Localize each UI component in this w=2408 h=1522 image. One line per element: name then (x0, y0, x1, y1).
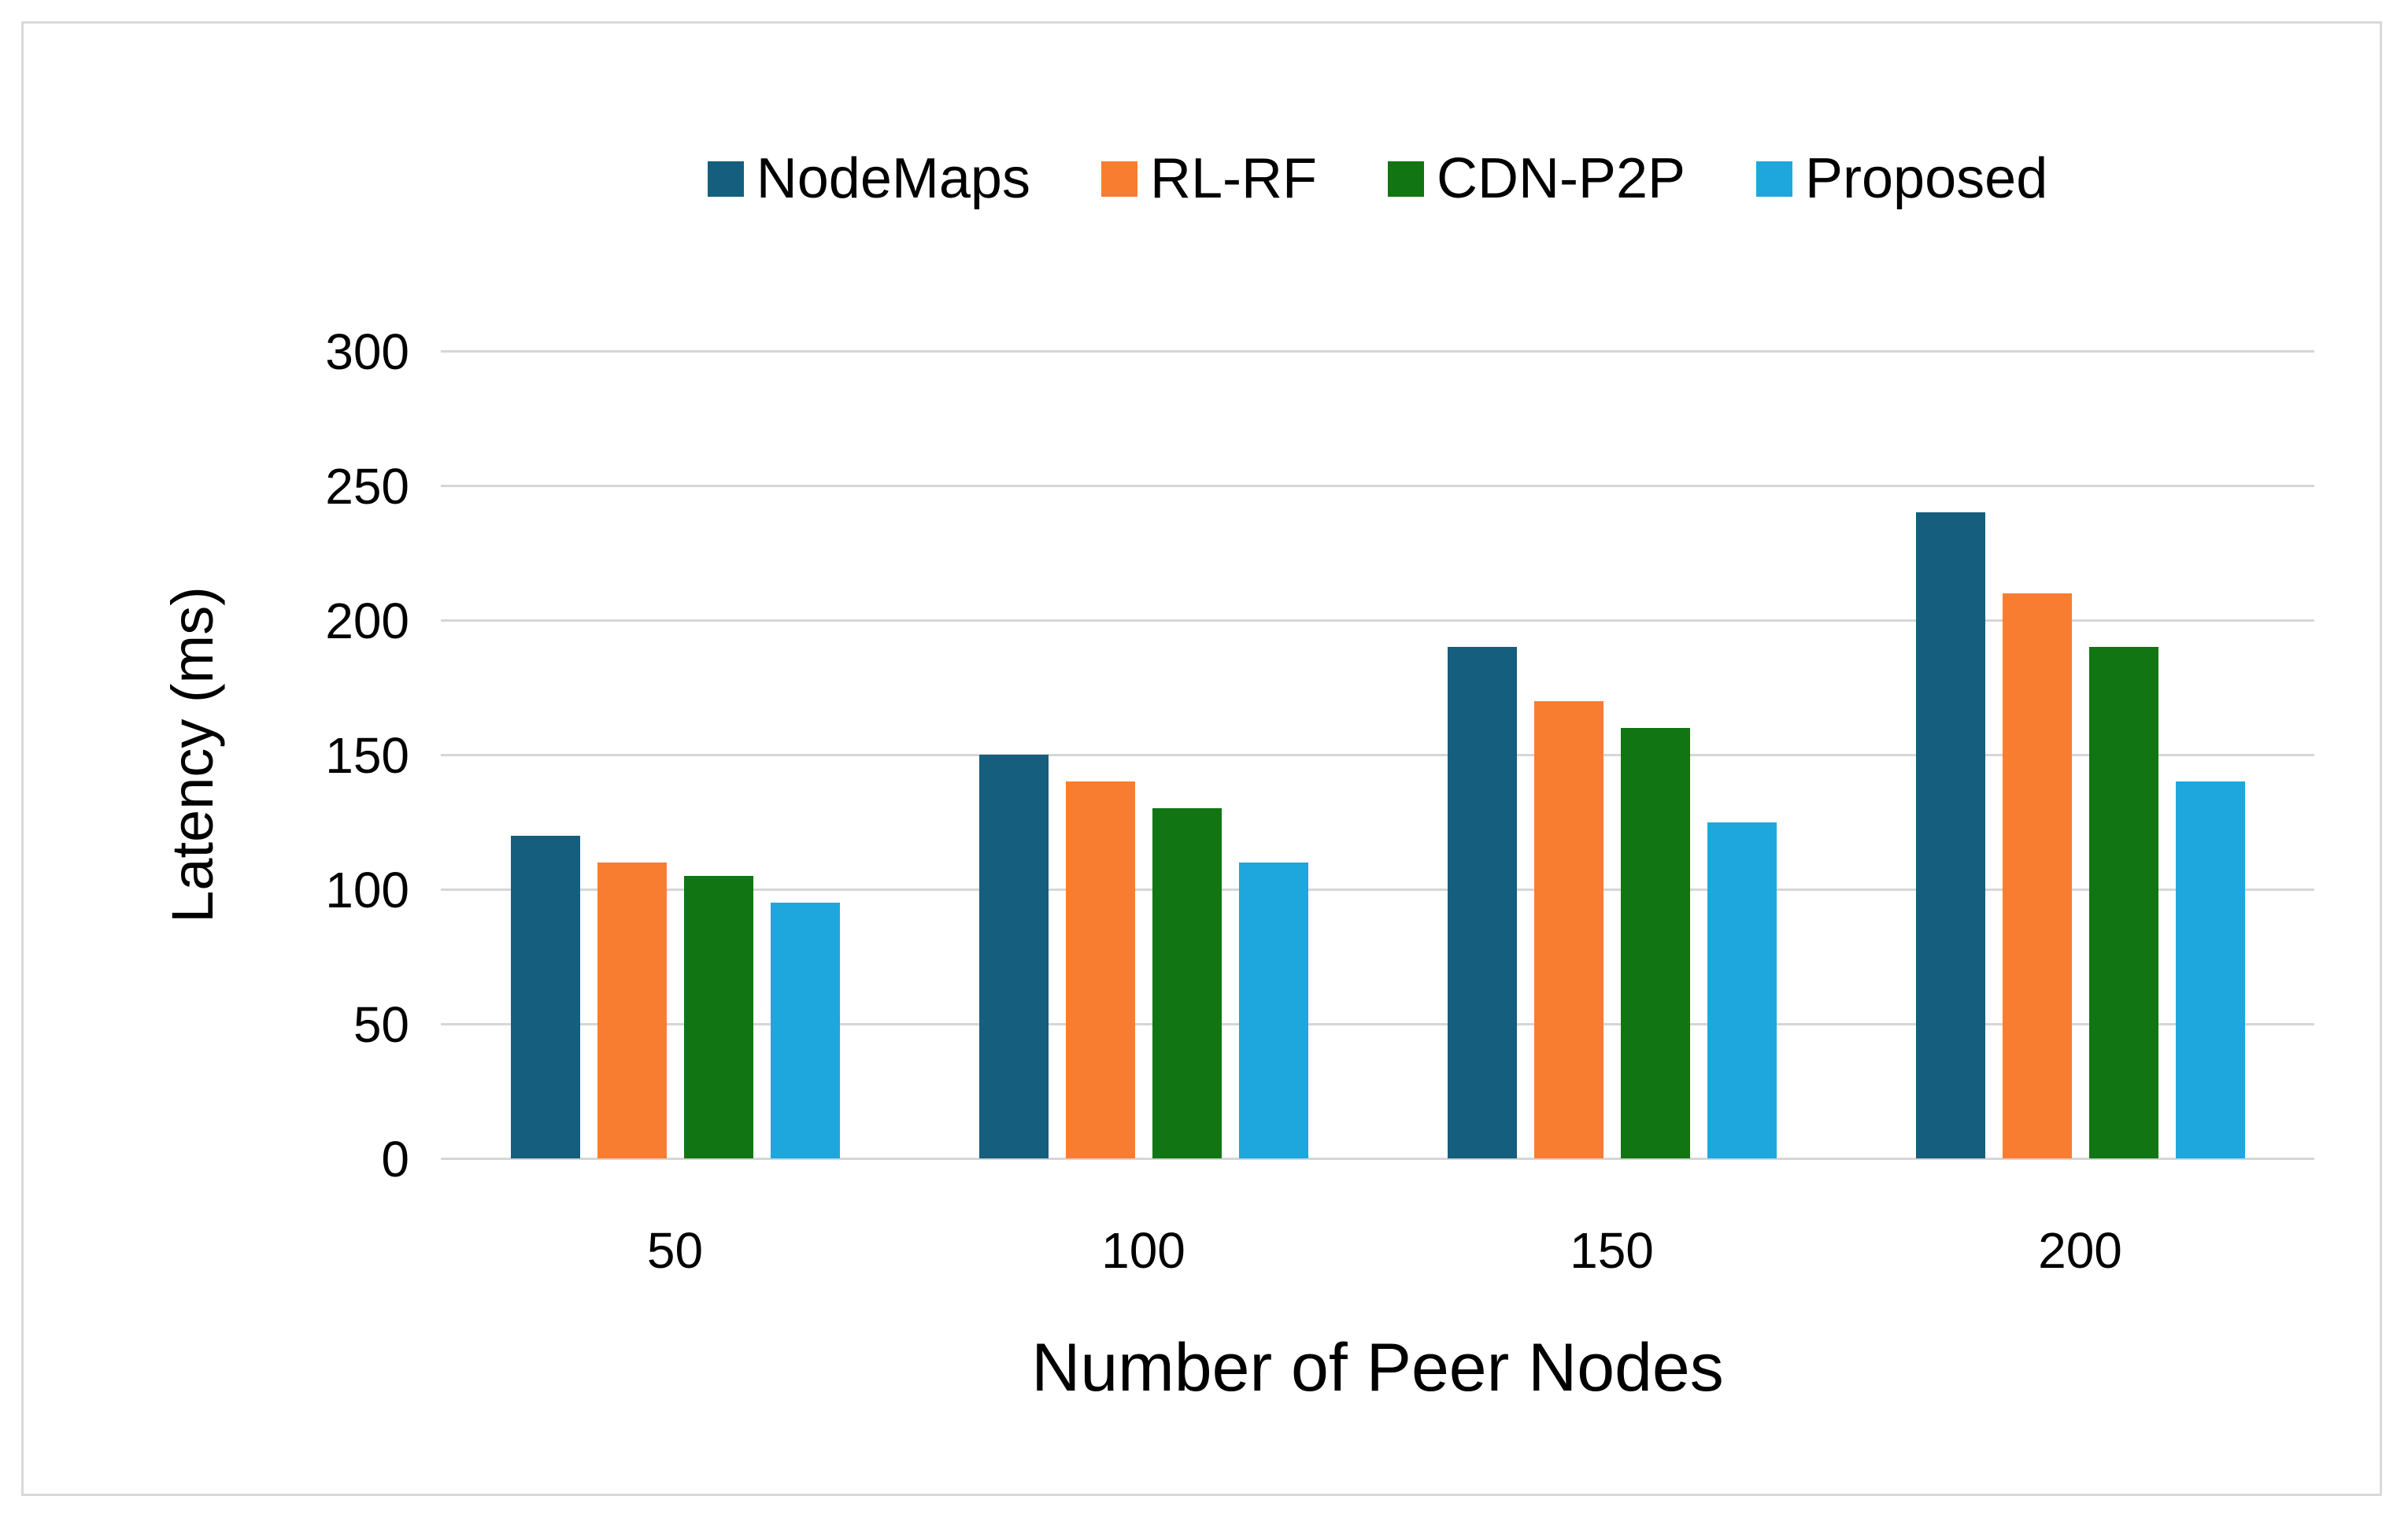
bar-nodemaps-50 (510, 835, 580, 1158)
bar-proposed-100 (1238, 862, 1308, 1158)
gridline-250 (441, 485, 2314, 487)
bar-cdn-p2p-100 (1152, 808, 1222, 1158)
bar-proposed-200 (2175, 781, 2245, 1158)
legend: NodeMaps RL-RF CDN-P2P Proposed (441, 143, 2314, 214)
legend-item-rl-rf: RL-RF (1100, 147, 1317, 210)
bar-cdn-p2p-50 (683, 875, 753, 1158)
y-axis-tick-label-0: 0 (381, 1131, 409, 1188)
y-axis-tick-label-100: 100 (325, 862, 409, 918)
x-axis-tick-label-200: 200 (2038, 1222, 2122, 1279)
gridline-0 (441, 1158, 2314, 1160)
legend-label-proposed: Proposed (1805, 147, 2048, 210)
legend-swatch-proposed (1756, 161, 1793, 197)
y-axis-title: Latency (ms) (160, 586, 225, 923)
y-axis-tick-label-250: 250 (325, 458, 409, 515)
y-axis-tick-label-150: 150 (325, 727, 409, 784)
x-axis-tick-label-150: 150 (1570, 1222, 1654, 1279)
gridline-200 (441, 619, 2314, 622)
legend-label-rl-rf: RL-RF (1149, 147, 1317, 210)
y-axis-tick-label-300: 300 (325, 323, 409, 380)
legend-item-nodemaps: NodeMaps (707, 147, 1030, 210)
bar-rl-rf-200 (2002, 593, 2072, 1158)
gridline-150 (441, 754, 2314, 756)
legend-label-cdn-p2p: CDN-P2P (1436, 147, 1686, 210)
y-axis-tick-label-50: 50 (353, 996, 409, 1053)
gridline-100 (441, 888, 2314, 891)
legend-swatch-nodemaps (707, 161, 744, 197)
bar-cdn-p2p-200 (2088, 647, 2158, 1158)
x-axis-title: Number of Peer Nodes (1031, 1330, 1724, 1406)
y-axis-tick-label-200: 200 (325, 593, 409, 649)
x-axis-tick-label-50: 50 (646, 1222, 704, 1279)
legend-swatch-rl-rf (1100, 161, 1137, 197)
bar-rl-rf-50 (597, 862, 667, 1158)
bar-rl-rf-150 (1533, 700, 1603, 1158)
bar-nodemaps-150 (1447, 647, 1517, 1158)
legend-item-proposed: Proposed (1756, 150, 2047, 207)
chart-border (21, 21, 2382, 1496)
legend-item-cdn-p2p: CDN-P2P (1387, 147, 1686, 210)
bar-cdn-p2p-150 (1620, 727, 1690, 1158)
x-axis-tick-label-100: 100 (1101, 1222, 1186, 1279)
legend-swatch-cdn-p2p (1387, 161, 1424, 197)
bar-nodemaps-100 (978, 755, 1049, 1158)
legend-label-nodemaps: NodeMaps (756, 147, 1030, 210)
gridline-50 (441, 1023, 2314, 1025)
gridline-300 (441, 350, 2314, 353)
bar-proposed-150 (1707, 822, 1777, 1158)
bar-proposed-50 (770, 903, 840, 1158)
bar-rl-rf-100 (1065, 781, 1135, 1158)
bar-nodemaps-200 (1915, 512, 1985, 1158)
